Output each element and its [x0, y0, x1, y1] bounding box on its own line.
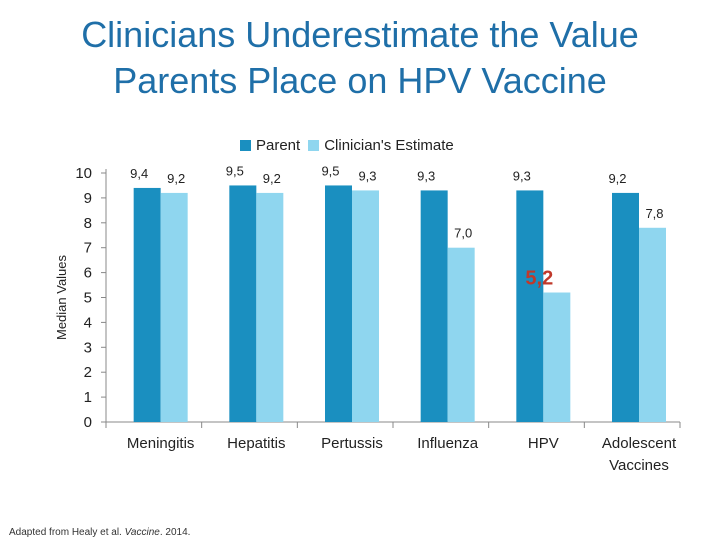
- data-label: 9,4: [130, 166, 148, 181]
- legend-label-parent: Parent: [256, 137, 301, 154]
- bar-parent: [229, 185, 257, 422]
- bar-parent: [612, 192, 639, 422]
- data-label: 7,0: [454, 226, 472, 241]
- y-tick-label: 6: [84, 265, 92, 282]
- x-tick-label: Meningitis: [127, 435, 195, 452]
- legend-label-clinician: Clinician's Estimate: [324, 137, 454, 154]
- bar-parent: [420, 190, 448, 422]
- bar-parent: [325, 185, 352, 422]
- y-tick-label: 10: [75, 165, 92, 182]
- x-tick-label: Adolescent: [602, 435, 677, 452]
- legend-swatch-clinician: [308, 140, 320, 151]
- y-tick-label: 3: [84, 339, 92, 356]
- bar-parent: [133, 187, 161, 422]
- y-tick-label: 2: [84, 364, 92, 381]
- legend: Parent Clinician's Estimate: [240, 137, 454, 154]
- data-label: 7,8: [645, 206, 663, 221]
- data-label: 9,2: [263, 171, 281, 186]
- bar-clinician: [160, 192, 188, 422]
- x-tick-label: Hepatitis: [227, 435, 285, 452]
- y-tick-label: 1: [84, 389, 92, 406]
- x-tick-label: HPV: [528, 435, 559, 452]
- x-tick-label: Influenza: [417, 435, 479, 452]
- data-label: 9,3: [417, 168, 435, 183]
- bar-parent: [516, 190, 544, 422]
- data-label: 9,3: [358, 168, 376, 183]
- y-tick-label: 7: [84, 240, 92, 257]
- data-label-highlight: 5,2: [525, 268, 553, 290]
- data-label: 9,5: [321, 163, 339, 178]
- bar-clinician: [352, 190, 379, 422]
- bar-clinician: [447, 247, 475, 422]
- data-label: 9,3: [513, 168, 531, 183]
- data-label: 9,2: [608, 171, 626, 186]
- footnote-suffix: . 2014.: [159, 527, 191, 538]
- y-tick-label: 4: [84, 314, 92, 331]
- x-tick-label: Vaccines: [609, 457, 669, 474]
- y-tick-label: 0: [84, 414, 92, 431]
- x-tick-label: Pertussis: [321, 435, 383, 452]
- chart-title-line-2: Parents Place on HPV Vaccine: [113, 60, 607, 101]
- y-tick-label: 8: [84, 215, 92, 232]
- data-label: 9,2: [167, 171, 185, 186]
- y-tick-label: 9: [84, 190, 92, 207]
- legend-item-parent: Parent: [240, 137, 300, 154]
- bar-clinician: [256, 192, 284, 422]
- footnote-prefix: Adapted from Healy et al.: [9, 527, 122, 538]
- chart-title: Clinicians Underestimate the Value Paren…: [0, 12, 720, 104]
- chart-title-line-1: Clinicians Underestimate the Value: [81, 14, 639, 55]
- footnote: Adapted from Healy et al. Vaccine. 2014.: [9, 527, 190, 538]
- legend-swatch-parent: [240, 140, 251, 151]
- footnote-journal: Vaccine: [124, 527, 160, 538]
- data-label: 9,5: [226, 163, 244, 178]
- legend-item-clinician: Clinician's Estimate: [308, 137, 454, 154]
- y-tick-label: 5: [84, 290, 92, 307]
- bar-clinician: [543, 292, 571, 422]
- y-axis-title: Median Values: [54, 254, 69, 340]
- bar-clinician: [639, 227, 666, 422]
